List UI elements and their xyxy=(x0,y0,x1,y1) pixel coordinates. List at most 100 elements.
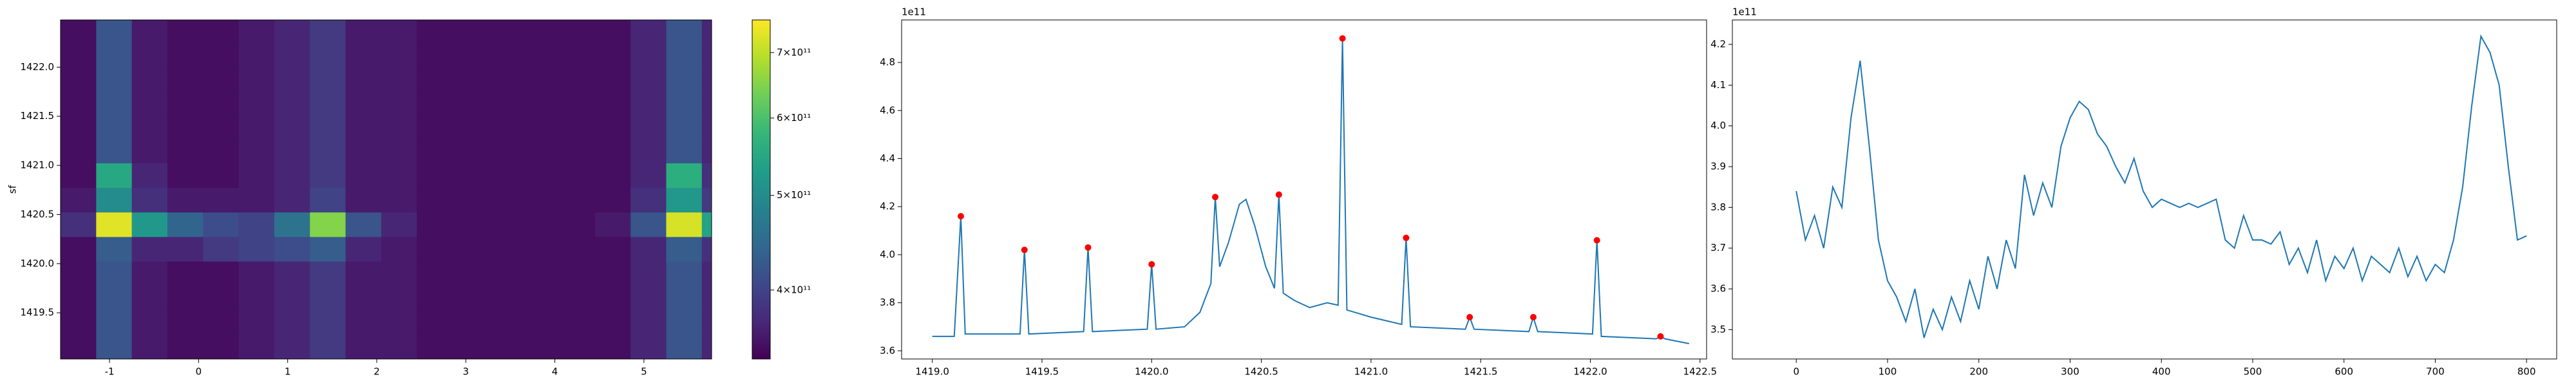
heat-cell xyxy=(452,310,489,336)
heat-cell xyxy=(345,138,382,163)
heat-cell xyxy=(381,113,417,139)
x-tick-label: 1419.5 xyxy=(1025,366,1059,378)
heat-cell xyxy=(452,236,489,262)
heat-cell xyxy=(701,40,712,66)
heat-cell xyxy=(488,138,524,163)
x-tick-label: 1420.5 xyxy=(1244,366,1278,378)
heat-cell xyxy=(594,335,631,359)
heat-cell xyxy=(524,335,560,359)
heat-cell xyxy=(524,40,560,66)
heat-cell xyxy=(345,212,382,237)
heat-cell xyxy=(488,40,524,66)
heat-cell xyxy=(452,40,489,66)
x-tick-label: 300 xyxy=(2061,366,2079,378)
heat-cell xyxy=(488,64,524,90)
y-tick-label: 4.0 xyxy=(1710,120,1726,131)
heat-cell xyxy=(310,89,346,115)
heat-cell xyxy=(96,187,133,213)
heat-cell xyxy=(559,310,596,336)
heat-cell xyxy=(524,89,560,115)
y-tick-label: 3.5 xyxy=(1710,324,1726,335)
x-tick-label: 700 xyxy=(2426,366,2445,378)
heat-cell xyxy=(381,212,417,237)
heat-cell xyxy=(167,113,204,139)
heat-cell xyxy=(524,163,560,188)
heat-cell xyxy=(630,310,667,336)
heat-cell xyxy=(274,310,310,336)
heat-cell xyxy=(310,236,346,262)
heat-cell xyxy=(559,20,596,41)
y-tick-label: 1420.0 xyxy=(21,257,55,269)
heat-cell xyxy=(167,89,204,115)
heat-cell xyxy=(630,187,667,213)
y-tick-label: 3.7 xyxy=(1710,242,1726,253)
heat-cell xyxy=(488,212,524,237)
heat-cell xyxy=(666,236,703,262)
heat-cell xyxy=(203,261,240,286)
heat-cell xyxy=(452,64,489,90)
x-tick-label: 100 xyxy=(1879,366,1897,378)
heat-cell xyxy=(452,261,489,286)
heat-cell xyxy=(131,40,168,66)
heat-cell xyxy=(666,261,703,286)
heat-cell xyxy=(96,236,133,262)
heat-cell xyxy=(417,335,453,359)
heat-cell xyxy=(594,113,631,139)
heat-cell xyxy=(167,212,204,237)
heat-cell xyxy=(701,89,712,115)
heat-cell xyxy=(131,187,168,213)
heat-cell xyxy=(203,236,240,262)
heat-cell xyxy=(701,286,712,311)
heat-cell xyxy=(417,64,453,90)
heatmap xyxy=(61,20,712,359)
heat-cell xyxy=(96,310,133,336)
heat-cell xyxy=(345,40,382,66)
heat-cell xyxy=(238,212,275,237)
heat-cell xyxy=(630,236,667,262)
heat-cell xyxy=(452,163,489,188)
heat-cell xyxy=(61,236,97,262)
heat-cell xyxy=(167,64,204,90)
heat-cell xyxy=(310,212,346,237)
heat-cell xyxy=(203,89,240,115)
heat-cell xyxy=(131,20,168,41)
heat-cell xyxy=(310,286,346,311)
heat-cell xyxy=(381,138,417,163)
heat-cell xyxy=(559,335,596,359)
heat-cell xyxy=(594,40,631,66)
heat-cell xyxy=(666,286,703,311)
heat-cell xyxy=(701,163,712,188)
heat-cell xyxy=(559,187,596,213)
colorbar-tick-label: 5×10¹¹ xyxy=(777,189,811,201)
heat-cell xyxy=(274,187,310,213)
heat-cell xyxy=(524,286,560,311)
heat-cell xyxy=(238,310,275,336)
heat-cell xyxy=(61,113,97,139)
heat-cell xyxy=(417,20,453,41)
heat-cell xyxy=(274,40,310,66)
heat-cell xyxy=(417,138,453,163)
heat-cell xyxy=(274,113,310,139)
colorbar xyxy=(752,19,771,360)
heat-cell xyxy=(666,138,703,163)
x-tick-label: 1419.0 xyxy=(915,366,949,378)
x-tick-label: 4 xyxy=(552,366,558,378)
heat-cell xyxy=(381,40,417,66)
heat-cell xyxy=(417,187,453,213)
peak-marker xyxy=(1593,237,1600,244)
heat-cell xyxy=(630,163,667,188)
heat-cell xyxy=(630,113,667,139)
heat-cell xyxy=(203,64,240,90)
heat-cell xyxy=(488,187,524,213)
heat-cell xyxy=(61,138,97,163)
heat-cell xyxy=(417,163,453,188)
heat-cell xyxy=(167,20,204,41)
heat-cell xyxy=(96,261,133,286)
heat-cell xyxy=(61,64,97,90)
heat-cell xyxy=(666,212,703,237)
heat-cell xyxy=(701,20,712,41)
heat-cell xyxy=(167,261,204,286)
peak-marker xyxy=(1084,244,1092,251)
heat-cell xyxy=(96,286,133,311)
